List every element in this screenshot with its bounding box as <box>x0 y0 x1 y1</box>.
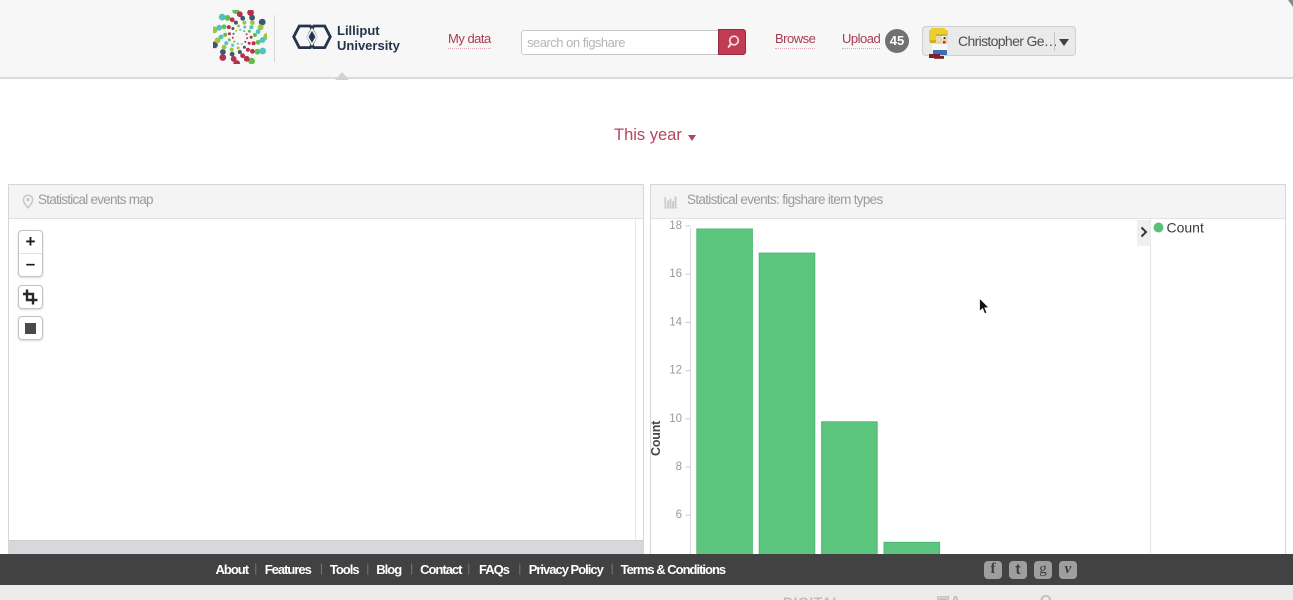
svg-text:10: 10 <box>669 413 682 425</box>
svg-text:8: 8 <box>676 461 682 473</box>
svg-text:6: 6 <box>676 509 682 521</box>
svg-text:14: 14 <box>669 316 682 328</box>
svg-text:16: 16 <box>669 268 682 280</box>
svg-text:Count: Count <box>1167 220 1204 236</box>
svg-text:12: 12 <box>669 365 682 377</box>
svg-text:18: 18 <box>669 220 682 232</box>
